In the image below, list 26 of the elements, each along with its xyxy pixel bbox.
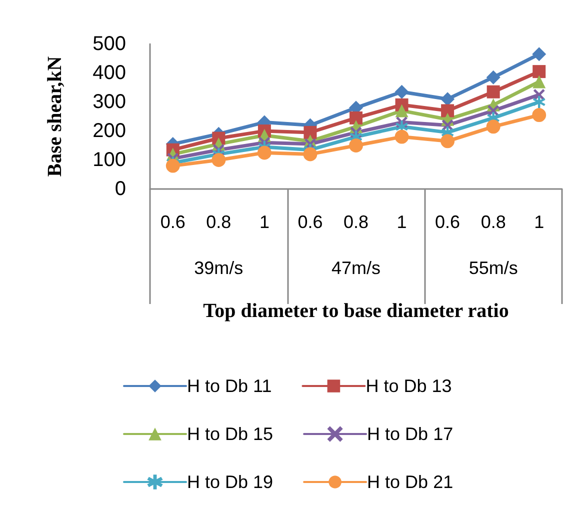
x-tick-label: 0.6	[435, 212, 460, 232]
legend-label: H to Db 21	[367, 472, 454, 492]
x-tick-label: 0.8	[343, 212, 369, 232]
x-tick-label: 0.6	[298, 212, 323, 232]
y-tick-label: 400	[92, 62, 126, 84]
x-tick-label: 1	[259, 212, 270, 232]
x-tick-label: 0.8	[206, 212, 232, 232]
y-tick-label: 300	[92, 91, 126, 113]
text: 47m/s	[331, 258, 381, 278]
y-axis-title: Base shear,kN	[44, 56, 66, 177]
legend-label: H to Db 13	[366, 376, 452, 396]
legend-label: H to Db 17	[367, 424, 454, 444]
y-tick-label: 0	[114, 178, 126, 200]
x-tick-label: 0.6	[160, 212, 186, 232]
legend-label: H to Db 19	[187, 472, 274, 492]
x-tick-label: 1	[534, 212, 544, 232]
x-tick-label: 0.8	[480, 212, 506, 232]
text: 39m/s	[194, 258, 244, 278]
x-axis-title: Top diameter to base diameter ratio	[203, 300, 509, 322]
text: 55m/s	[468, 258, 518, 278]
legend-label: H to Db 15	[187, 424, 274, 444]
y-tick-label: 100	[92, 149, 126, 171]
x-tick-label: 1	[396, 212, 407, 232]
legend-label: H to Db 11	[187, 376, 272, 396]
y-tick-label: 500	[92, 33, 126, 55]
y-tick-label: 200	[92, 120, 126, 142]
